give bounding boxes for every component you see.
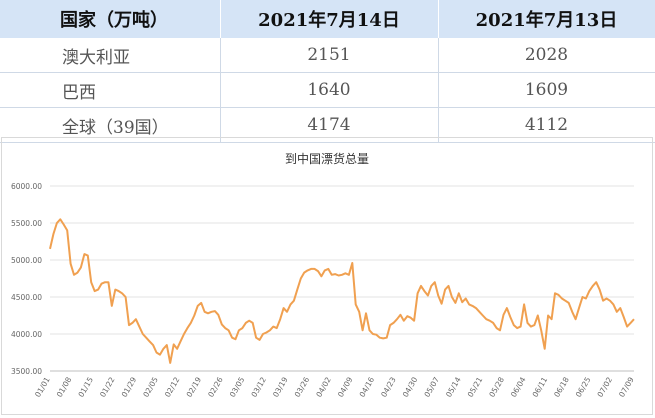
x-tick-label: 06/04 [509,375,528,398]
table-cell-country: 巴西 [0,72,221,108]
y-tick-label: 6000.00 [11,182,42,191]
x-tick-label: 05/14 [444,375,463,398]
x-tick-label: 06/25 [574,375,593,398]
x-tick-label: 04/23 [379,375,398,398]
shipment-table: 国家（万吨） 2021年7月14日 2021年7月13日 澳大利亚 2151 2… [0,0,655,143]
table-header-row: 国家（万吨） 2021年7月14日 2021年7月13日 [0,0,655,38]
column-header-date-1: 2021年7月14日 [220,0,439,38]
x-tick-label: 03/19 [271,375,290,398]
chart-title: 到中国漂货总量 [285,151,369,166]
x-tick-label: 05/21 [466,375,485,398]
x-tick-label: 02/26 [206,375,225,398]
series-line [49,218,635,364]
x-tick-label: 05/07 [422,375,441,398]
x-tick-label: 04/30 [401,375,420,398]
y-tick-label: 3500.00 [11,367,42,376]
x-tick-label: 01/29 [120,375,139,398]
table-cell-value: 1640 [220,72,439,108]
table-row: 巴西 1640 1609 [0,72,655,108]
table-cell-country: 澳大利亚 [0,38,221,73]
table-cell-value: 2028 [438,38,655,73]
line-chart: 到中国漂货总量 6000.00 5500.00 5000.00 4500.00 4000… [11,151,636,399]
x-tick-label: 05/28 [487,375,506,398]
x-tick-label: 02/12 [163,375,182,398]
x-tick-label: 02/19 [185,375,204,398]
x-tick-label: 03/05 [228,375,247,398]
x-tick-label: 07/02 [595,375,614,398]
x-tick-label: 03/26 [293,375,312,398]
x-tick-label: 03/12 [249,375,268,398]
column-header-date-2: 2021年7月13日 [438,0,655,38]
x-tick-label: 02/05 [141,375,160,398]
table-cell-value: 2151 [220,38,439,73]
table-cell-value: 1609 [438,72,655,108]
x-tick-label: 01/08 [55,375,74,398]
x-tick-label: 04/09 [336,375,355,398]
table-row: 澳大利亚 2151 2028 [0,38,655,73]
column-header-country: 国家（万吨） [0,0,221,38]
y-tick-label: 4000.00 [11,330,42,339]
y-tick-label: 5000.00 [11,256,42,265]
x-tick-label: 04/02 [314,375,333,398]
chart-container: 到中国漂货总量 6000.00 5500.00 5000.00 4500.00 4000… [1,137,653,415]
x-tick-label: 07/09 [617,375,636,398]
x-tick-label: 01/22 [98,375,117,398]
x-tick-label: 01/01 [33,375,52,398]
x-tick-label: 01/15 [76,375,95,398]
y-tick-label: 4500.00 [11,293,42,302]
x-tick-label: 06/11 [531,375,550,398]
x-tick-label: 06/18 [552,375,571,398]
x-tick-label: 04/16 [358,375,377,398]
y-tick-label: 5500.00 [11,219,42,228]
